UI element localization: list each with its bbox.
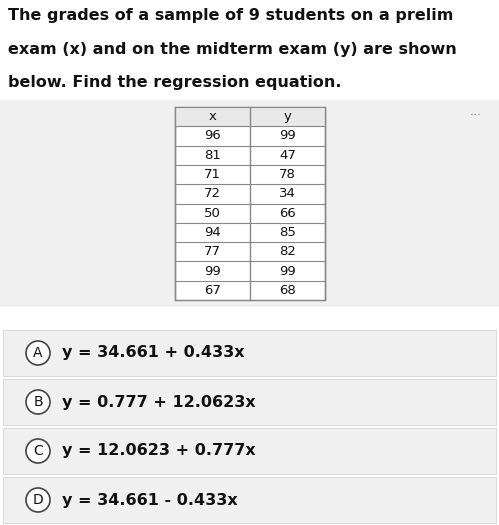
Text: 78: 78	[279, 168, 296, 181]
Bar	[3, 330, 496, 376]
Bar	[3, 379, 496, 425]
Circle shape	[26, 439, 50, 463]
Text: x: x	[209, 110, 217, 123]
Text: 94: 94	[204, 226, 221, 239]
Text: 85: 85	[279, 226, 296, 239]
Text: 71: 71	[204, 168, 221, 181]
Text: The grades of a sample of 9 students on a prelim: The grades of a sample of 9 students on …	[8, 8, 454, 23]
Text: C: C	[33, 444, 43, 458]
Circle shape	[26, 341, 50, 365]
Text: exam (x) and on the midterm exam (y) are shown: exam (x) and on the midterm exam (y) are…	[8, 42, 457, 57]
Bar	[0, 100, 499, 307]
Text: A: A	[33, 346, 43, 360]
Text: y = 12.0623 + 0.777x: y = 12.0623 + 0.777x	[62, 444, 256, 458]
Circle shape	[26, 488, 50, 512]
Text: y = 34.661 + 0.433x: y = 34.661 + 0.433x	[62, 345, 245, 361]
Text: below. Find the regression equation.: below. Find the regression equation.	[8, 75, 341, 90]
Bar	[175, 107, 325, 127]
Text: 66: 66	[279, 207, 296, 219]
Text: y = 0.777 + 12.0623x: y = 0.777 + 12.0623x	[62, 394, 256, 410]
Text: 99: 99	[279, 130, 296, 142]
Text: B: B	[33, 395, 43, 409]
Bar	[3, 477, 496, 523]
Text: 77: 77	[204, 245, 221, 258]
Text: 99: 99	[279, 265, 296, 278]
Text: 99: 99	[204, 265, 221, 278]
Text: D: D	[32, 493, 43, 507]
Text: 68: 68	[279, 284, 296, 297]
Bar	[3, 428, 496, 474]
Text: 82: 82	[279, 245, 296, 258]
Text: 72: 72	[204, 187, 221, 201]
Text: 34: 34	[279, 187, 296, 201]
Bar	[175, 107, 325, 300]
Text: 47: 47	[279, 149, 296, 162]
Text: 96: 96	[204, 130, 221, 142]
Text: y = 34.661 - 0.433x: y = 34.661 - 0.433x	[62, 492, 238, 508]
Text: ...: ...	[470, 105, 482, 118]
Text: 50: 50	[204, 207, 221, 219]
Circle shape	[26, 390, 50, 414]
Text: 81: 81	[204, 149, 221, 162]
Text: 67: 67	[204, 284, 221, 297]
Text: y: y	[283, 110, 291, 123]
